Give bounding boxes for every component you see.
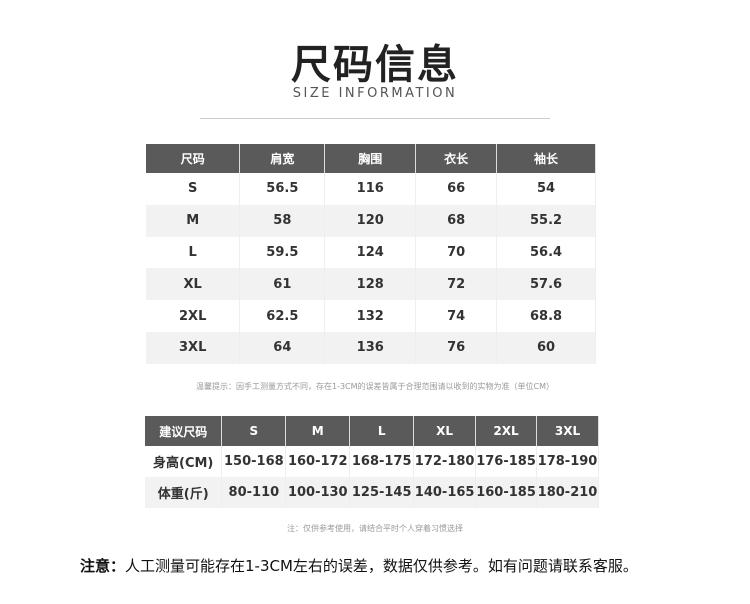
table-cell: XL bbox=[146, 268, 241, 301]
table-cell: 56.4 bbox=[496, 236, 596, 269]
note-text: 人工测量可能存在1-3CM左右的误差，数据仅供参考。如有问题请联系客服。 bbox=[125, 557, 638, 575]
page-subtitle: SIZE INFORMATION bbox=[292, 86, 458, 101]
column-header: S bbox=[221, 416, 287, 446]
column-header: XL bbox=[413, 416, 477, 446]
table-cell: 140-165 bbox=[413, 477, 477, 508]
table-cell: 62.5 bbox=[239, 300, 326, 332]
table-row: 身高(CM) 150-168 160-172 168-175 172-180 176-18… bbox=[145, 446, 599, 477]
column-header: M bbox=[285, 416, 351, 446]
table-cell: 168-175 bbox=[349, 446, 415, 477]
table-cell: L bbox=[146, 236, 241, 269]
table-cell: 55.2 bbox=[496, 204, 596, 237]
table-cell: 180-210 bbox=[536, 477, 599, 508]
table-cell: 54 bbox=[496, 173, 596, 205]
table-cell: 120 bbox=[324, 204, 417, 237]
table-cell: 61 bbox=[239, 268, 326, 301]
note-label: 注意： bbox=[80, 557, 126, 575]
table-row: 体重(斤) 80-110 100-130 125-145 140-165 160-185 1… bbox=[145, 477, 599, 508]
divider bbox=[200, 118, 550, 119]
table-row: M 58 120 68 55.2 bbox=[146, 204, 596, 237]
size-table: 尺码 肩宽 胸围 衣长 袖长 S 56.5 116 66 54 M 58 120 68 55.2 L 59.5 1… bbox=[146, 144, 596, 364]
table-cell: 128 bbox=[324, 268, 417, 301]
table-cell: 60 bbox=[496, 331, 596, 364]
table-cell: 176-185 bbox=[475, 446, 537, 477]
table-cell: 160-185 bbox=[475, 477, 537, 508]
column-header: 3XL bbox=[536, 416, 599, 446]
column-header: 2XL bbox=[475, 416, 537, 446]
column-header: 胸围 bbox=[324, 144, 417, 173]
table-cell: 172-180 bbox=[413, 446, 477, 477]
table-cell: 116 bbox=[324, 173, 417, 205]
table-cell: 64 bbox=[239, 331, 326, 364]
column-header: L bbox=[349, 416, 415, 446]
table-cell: 70 bbox=[415, 236, 498, 269]
note: 注意：人工测量可能存在1-3CM左右的误差，数据仅供参考。如有问题请联系客服。 bbox=[80, 555, 638, 576]
column-header: 肩宽 bbox=[239, 144, 326, 173]
table-cell: 150-168 bbox=[221, 446, 287, 477]
table-cell: 68.8 bbox=[496, 300, 596, 332]
column-header: 袖长 bbox=[496, 144, 596, 173]
table-row: 3XL 64 136 76 60 bbox=[146, 331, 596, 364]
page-title: 尺码信息 bbox=[291, 42, 459, 88]
column-header: 建议尺码 bbox=[145, 416, 223, 446]
table-row: S 56.5 116 66 54 bbox=[146, 173, 596, 205]
table-cell: 3XL bbox=[146, 331, 241, 364]
table-cell: 身高(CM) bbox=[145, 446, 223, 477]
table-row: 2XL 62.5 132 74 68.8 bbox=[146, 300, 596, 332]
table-cell: 100-130 bbox=[285, 477, 351, 508]
table-cell: 58 bbox=[239, 204, 326, 237]
table-cell: 132 bbox=[324, 300, 417, 332]
table-cell: 74 bbox=[415, 300, 498, 332]
table-cell: 178-190 bbox=[536, 446, 599, 477]
table-cell: 124 bbox=[324, 236, 417, 269]
table-cell: 136 bbox=[324, 331, 417, 364]
table-cell: 2XL bbox=[146, 300, 241, 332]
table-cell: S bbox=[146, 173, 241, 205]
table-cell: 80-110 bbox=[221, 477, 287, 508]
recommend-table: 建议尺码 S M L XL 2XL 3XL 身高(CM) 150-168 160-172 168-1… bbox=[145, 416, 599, 508]
table-cell: 66 bbox=[415, 173, 498, 205]
table-cell: 57.6 bbox=[496, 268, 596, 301]
column-header: 尺码 bbox=[146, 144, 241, 173]
table-row: L 59.5 124 70 56.4 bbox=[146, 236, 596, 269]
table-row: XL 61 128 72 57.6 bbox=[146, 268, 596, 301]
size-hint: 温馨提示：因手工测量方式不同，存在1-3CM的误差皆属于合理范围请以收到的实物为… bbox=[195, 382, 555, 391]
table-cell: 76 bbox=[415, 331, 498, 364]
table-cell: 56.5 bbox=[239, 173, 326, 205]
table-cell: 125-145 bbox=[349, 477, 415, 508]
table-cell: 59.5 bbox=[239, 236, 326, 269]
table-cell: M bbox=[146, 204, 241, 237]
table-cell: 160-172 bbox=[285, 446, 351, 477]
column-header: 衣长 bbox=[415, 144, 498, 173]
recommend-hint: 注：仅供参考使用，请结合平时个人穿着习惯选择 bbox=[287, 524, 463, 533]
table-cell: 体重(斤) bbox=[145, 477, 223, 508]
table-cell: 72 bbox=[415, 268, 498, 301]
table-cell: 68 bbox=[415, 204, 498, 237]
